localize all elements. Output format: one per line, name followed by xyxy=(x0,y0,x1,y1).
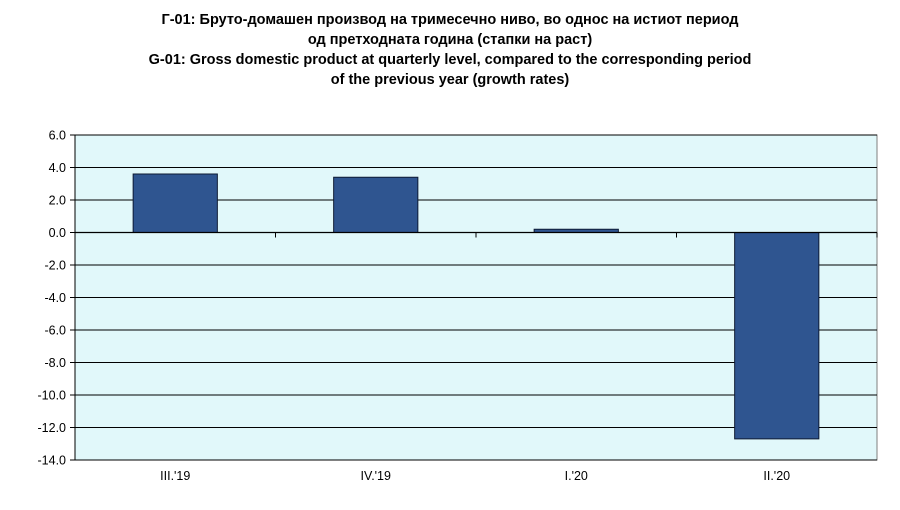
y-tick-label: -6.0 xyxy=(44,324,66,338)
y-tick-label: -8.0 xyxy=(44,356,66,370)
axes xyxy=(74,135,878,460)
y-tick-label: -2.0 xyxy=(44,259,66,273)
bars xyxy=(132,173,820,440)
y-tick-label: -4.0 xyxy=(44,291,66,305)
y-tick-label: 0.0 xyxy=(49,226,66,240)
chart-title: Г-01: Бруто-домашен производ на тримесеч… xyxy=(0,10,900,90)
x-tick-label: II.'20 xyxy=(763,469,790,483)
bar xyxy=(734,232,820,440)
title-en-line-1: G-01: Gross domestic product at quarterl… xyxy=(148,52,752,68)
x-tick-label: IV.'19 xyxy=(361,469,391,483)
title-en-line-2: of the previous year (growth rates) xyxy=(330,72,570,88)
y-tick-label: -14.0 xyxy=(38,454,67,468)
y-tick-label: 6.0 xyxy=(49,129,66,143)
y-axis-tick-labels: 6.0 4.0 2.0 0.0 -2.0 -4.0 -6.0 -8.0 -10.0 -12.0 -1… xyxy=(38,129,67,468)
y-tick-label: -10.0 xyxy=(38,389,67,403)
y-tick-label: 4.0 xyxy=(49,161,66,175)
title-mk-line-1: Г-01: Бруто-домашен производ на тримесеч… xyxy=(161,12,739,28)
x-axis-tick-labels: III.'19 IV.'19 I.'20 II.'20 xyxy=(160,469,790,483)
x-tick-label: III.'19 xyxy=(160,469,190,483)
title-mk-line-2: од претходната година (стапки на раст) xyxy=(307,32,593,48)
y-tick-label: -12.0 xyxy=(38,421,67,435)
bar xyxy=(333,176,419,233)
x-tick-label: I.'20 xyxy=(565,469,588,483)
y-tick-label: 2.0 xyxy=(49,194,66,208)
bar xyxy=(132,173,218,233)
